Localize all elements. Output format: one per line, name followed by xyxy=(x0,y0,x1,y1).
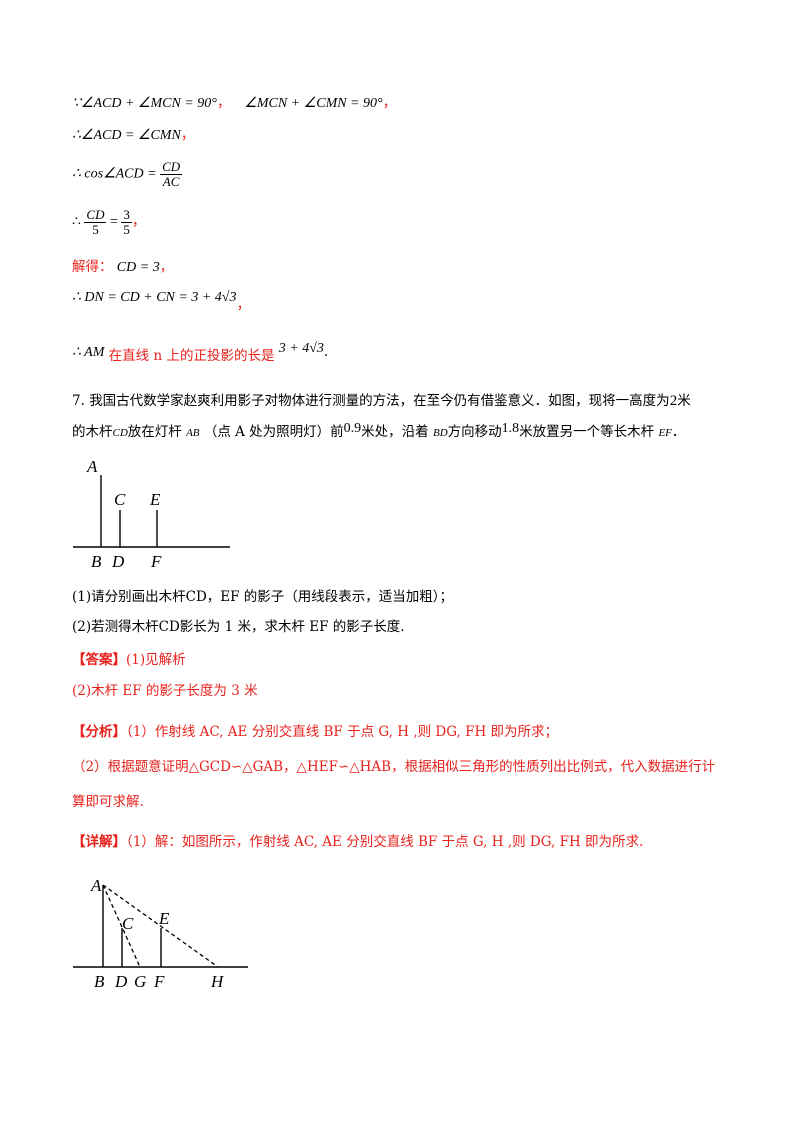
question-2: (2)若测得木杆CD影长为 1 米，求木杆 EF 的影子长度. xyxy=(72,619,405,635)
figure-1: A C E B D F xyxy=(73,457,230,571)
answer-line-1: 【答案】(1)见解析 xyxy=(72,652,186,668)
figure-2: A C E B D G F H xyxy=(73,876,248,991)
question-1: (1)请分别画出木杆CD，EF 的影子（用线段表示，适当加粗）； xyxy=(72,589,454,605)
solution-line-1: ∵∠ACD + ∠MCN = 90°， ∠MCN + ∠CMN = 90°， xyxy=(72,96,397,111)
label-d: D xyxy=(111,552,125,571)
analysis-line-3: 算即可求解. xyxy=(72,794,144,810)
solution-line-3: ∴ cos∠ACD = CD AC xyxy=(72,159,183,189)
label-a: A xyxy=(86,457,98,476)
solution-line-5: 解得： CD = 3， xyxy=(72,259,174,275)
label-b: B xyxy=(91,552,102,571)
problem-7-line-1: 7. 我国古代数学家赵爽利用影子对物体进行测量的方法，在至今仍有借鉴意义．如图，… xyxy=(72,393,691,409)
label-f: F xyxy=(150,552,162,571)
fraction-cd-5: CD 5 xyxy=(84,207,107,237)
label-b: B xyxy=(94,972,105,991)
label-f: F xyxy=(153,972,165,991)
label-g: G xyxy=(134,972,146,991)
analysis-line-2: （2）根据题意证明△GCD∽△GAB，△HEF∽△HAB，根据相似三角形的性质列… xyxy=(72,759,716,775)
problem-7-line-2: 的木杆CD放在灯杆 AB （点 A 处为照明灯）前0.9米处，沿着 BD方向移动… xyxy=(72,421,686,440)
solution-line-4: ∴ CD 5 = 3 5 ， xyxy=(72,207,146,237)
ray-ah xyxy=(102,884,219,968)
detail-line-1: 【详解】（1）解：如图所示，作射线 AC, AE 分别交直线 BF 于点 G, … xyxy=(72,834,644,850)
label-e: E xyxy=(149,490,161,509)
fraction-3-5: 3 5 xyxy=(121,207,132,237)
analysis-line-1: 【分析】（1）作射线 AC, AE 分别交直线 BF 于点 G, H ,则 DG… xyxy=(72,724,559,740)
label-c: C xyxy=(114,490,126,509)
label-e: E xyxy=(158,909,170,928)
fraction-cd-ac: CD AC xyxy=(160,159,183,189)
solution-line-7: ∴ AM 在直线 n 上的正投影的长是 3 + 4√3. xyxy=(72,341,329,364)
label-c: C xyxy=(122,914,134,933)
solution-line-2: ∴∠ACD = ∠CMN， xyxy=(72,128,195,143)
ray-ag xyxy=(102,884,141,968)
label-a: A xyxy=(90,876,102,895)
label-h: H xyxy=(210,972,225,991)
solution-line-6: ∴ DN = CD + CN = 3 + 4√3， xyxy=(72,290,251,313)
label-d: D xyxy=(114,972,128,991)
answer-line-2: (2)木杆 EF 的影子长度为 3 米 xyxy=(72,683,258,699)
